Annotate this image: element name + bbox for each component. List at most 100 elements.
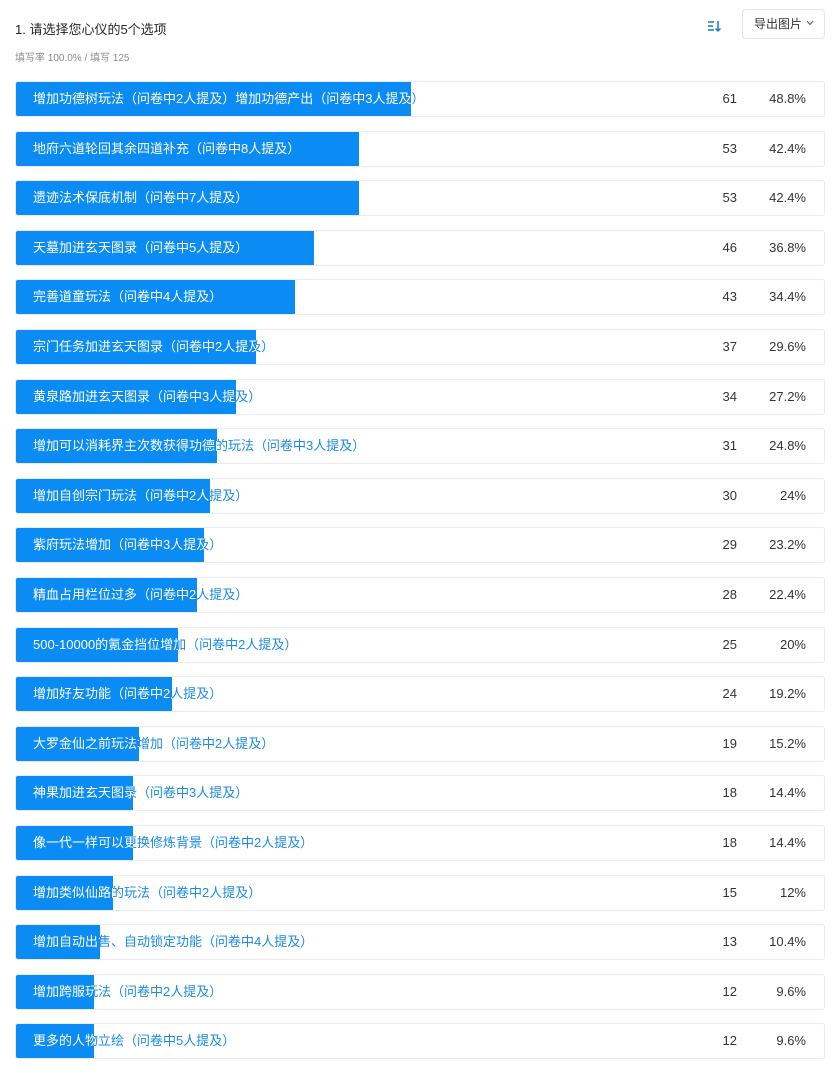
- option-percent: 42.4%: [769, 140, 806, 156]
- export-image-button[interactable]: 导出图片: [742, 9, 825, 39]
- option-count: 18: [722, 785, 737, 801]
- option-label: 增加自动出售、自动锁定功能（问卷中4人提及）: [33, 934, 314, 950]
- sort-icon[interactable]: [705, 16, 725, 36]
- option-label-inside-clip: 神果加进玄天图录（问卷中3人提及）: [16, 776, 133, 810]
- option-bar: [16, 726, 139, 761]
- option-label-inside: 增加功德树玩法（问卷中2人提及）增加功德产出（问卷中3人提及）: [33, 91, 411, 106]
- option-bar: [16, 627, 178, 662]
- option-label-wrap: 地府六道轮回其余四道补充（问卷中8人提及） 地府六道轮回其余四道补充（问卷中8人提…: [16, 132, 706, 166]
- option-label-wrap: 大罗金仙之前玩法增加（问卷中2人提及）大罗金仙之前玩法增加（问卷中2人提及）: [16, 727, 706, 761]
- option-label-inside: 精血占用栏位过多（问卷中2人提及）: [33, 586, 197, 602]
- option-label-inside: 宗门任务加进玄天图录（问卷中2人提及）: [33, 338, 256, 354]
- option-label-inside-clip: 增加自动出售、自动锁定功能（问卷中4人提及）: [16, 925, 100, 959]
- option-label-inside: 完善道童玩法（问卷中4人提及）: [33, 289, 223, 305]
- option-row: 地府六道轮回其余四道补充（问卷中8人提及） 地府六道轮回其余四道补充（问卷中8人提…: [15, 130, 825, 167]
- option-bar: [16, 379, 236, 414]
- option-label-wrap: 增加类似仙路的玩法（问卷中2人提及）增加类似仙路的玩法（问卷中2人提及）: [16, 876, 706, 910]
- option-label-inside-clip: 增加好友功能（问卷中2人提及）: [16, 677, 172, 711]
- option-label-inside: 紫府玩法增加（问卷中3人提及）: [33, 537, 204, 553]
- chevron-down-icon: [806, 20, 814, 26]
- option-percent: 9.6%: [776, 983, 806, 999]
- option-bar: [16, 974, 94, 1009]
- option-percent: 23.2%: [769, 537, 806, 553]
- option-count: 25: [722, 636, 737, 652]
- option-count: 19: [722, 735, 737, 751]
- option-bar: [16, 478, 210, 513]
- option-percent: 42.4%: [769, 190, 806, 206]
- option-percent: 24%: [779, 487, 806, 503]
- option-label-inside-clip: 完善道童玩法（问卷中4人提及）: [16, 280, 295, 314]
- option-label: 增加跨服玩法（问卷中2人提及）: [33, 983, 223, 999]
- option-label-inside-clip: 地府六道轮回其余四道补充（问卷中8人提及）: [16, 132, 359, 166]
- option-count: 28: [722, 586, 737, 602]
- option-row: 500-10000的氪金挡位增加（问卷中2人提及） 500-10000的氪金挡位增…: [15, 626, 825, 663]
- option-label: 地府六道轮回其余四道补充（问卷中8人提及）: [33, 140, 301, 156]
- option-count: 34: [722, 388, 737, 404]
- option-percent: 27.2%: [769, 388, 806, 404]
- option-row: 精血占用栏位过多（问卷中2人提及）精血占用栏位过多（问卷中2人提及） 28 22.4…: [15, 576, 825, 613]
- option-count: 24: [722, 686, 737, 702]
- fill-rate-meta: 填写率 100.0% / 填写 125: [15, 53, 130, 64]
- option-percent: 48.8%: [769, 91, 806, 106]
- option-bar: [16, 230, 314, 265]
- option-count: 12: [722, 983, 737, 999]
- option-percent: 15.2%: [769, 735, 806, 751]
- option-row: 遗迹法术保底机制（问卷中7人提及） 遗迹法术保底机制（问卷中7人提及） 53 42.4…: [15, 180, 825, 217]
- option-label-inside-clip: 天墓加进玄天图录（问卷中5人提及）: [16, 231, 314, 265]
- option-count: 12: [722, 1033, 737, 1049]
- option-label-inside-clip: 增加类似仙路的玩法（问卷中2人提及）: [16, 876, 113, 910]
- option-count: 29: [722, 537, 737, 553]
- option-label-wrap: 宗门任务加进玄天图录（问卷中2人提及） 宗门任务加进玄天图录（问卷中2人提及）: [16, 330, 706, 364]
- option-count: 53: [722, 140, 737, 156]
- option-row: 增加自动出售、自动锁定功能（问卷中4人提及）增加自动出售、自动锁定功能（问卷中4…: [15, 924, 825, 961]
- option-label-wrap: 神果加进玄天图录（问卷中3人提及）神果加进玄天图录（问卷中3人提及）: [16, 776, 706, 810]
- option-label-wrap: 增加自创宗门玩法（问卷中2人提及）增加自创宗门玩法（问卷中2人提及）: [16, 479, 706, 513]
- option-percent: 14.4%: [769, 785, 806, 801]
- option-label-inside-clip: 宗门任务加进玄天图录（问卷中2人提及）: [16, 330, 256, 364]
- option-row: 增加跨服玩法（问卷中2人提及）增加跨服玩法（问卷中2人提及） 12 9.6%: [15, 973, 825, 1010]
- option-label: 增加功德树玩法（问卷中2人提及）增加功德产出（问卷中3人提及）: [33, 91, 425, 106]
- option-label-inside-clip: 增加跨服玩法（问卷中2人提及）: [16, 975, 94, 1009]
- option-label: 精血占用栏位过多（问卷中2人提及）: [33, 586, 249, 602]
- option-label-inside-clip: 增加自创宗门玩法（问卷中2人提及）: [16, 479, 210, 513]
- option-label-inside: 像一代一样可以更换修炼背景（问卷中2人提及）: [33, 834, 133, 850]
- option-count: 37: [722, 338, 737, 354]
- option-row: 大罗金仙之前玩法增加（问卷中2人提及）大罗金仙之前玩法增加（问卷中2人提及） 19…: [15, 725, 825, 762]
- option-label-inside-clip: 大罗金仙之前玩法增加（问卷中2人提及）: [16, 727, 139, 761]
- option-label-inside: 增加好友功能（问卷中2人提及）: [33, 686, 172, 702]
- option-count: 31: [722, 438, 737, 454]
- option-count: 18: [722, 834, 737, 850]
- option-bar-chart: 增加功德树玩法（问卷中2人提及）增加功德产出（问卷中3人提及） 增加功德树玩法（问…: [15, 81, 825, 1073]
- option-label-inside-clip: 更多的人物立绘（问卷中5人提及）: [16, 1024, 94, 1058]
- option-percent: 19.2%: [769, 686, 806, 702]
- option-label: 黄泉路加进玄天图录（问卷中3人提及）: [33, 388, 262, 404]
- option-percent: 29.6%: [769, 338, 806, 354]
- option-label-inside-clip: 增加功德树玩法（问卷中2人提及）增加功德产出（问卷中3人提及）: [16, 82, 411, 116]
- option-bar: [16, 528, 204, 563]
- option-bar: [16, 577, 197, 612]
- option-label-wrap: 更多的人物立绘（问卷中5人提及）更多的人物立绘（问卷中5人提及）: [16, 1024, 706, 1058]
- option-label-inside: 天墓加进玄天图录（问卷中5人提及）: [33, 239, 249, 255]
- option-label-wrap: 增加可以消耗界主次数获得功德的玩法（问卷中3人提及） 增加可以消耗界主次数获得功德…: [16, 429, 706, 463]
- option-count: 15: [722, 884, 737, 900]
- option-label-inside-clip: 像一代一样可以更换修炼背景（问卷中2人提及）: [16, 826, 133, 860]
- question-title: 1. 请选择您心仪的5个选项: [15, 22, 167, 37]
- option-label: 增加好友功能（问卷中2人提及）: [33, 686, 223, 702]
- option-row: 增加类似仙路的玩法（问卷中2人提及）增加类似仙路的玩法（问卷中2人提及） 15 12…: [15, 874, 825, 911]
- option-label: 紫府玩法增加（问卷中3人提及）: [33, 537, 223, 553]
- option-label: 神果加进玄天图录（问卷中3人提及）: [33, 785, 249, 801]
- option-percent: 9.6%: [776, 1033, 806, 1049]
- option-label-wrap: 紫府玩法增加（问卷中3人提及） 紫府玩法增加（问卷中3人提及）: [16, 528, 706, 562]
- option-label: 增加可以消耗界主次数获得功德的玩法（问卷中3人提及）: [33, 438, 366, 454]
- option-label-inside-clip: 精血占用栏位过多（问卷中2人提及）: [16, 578, 197, 612]
- option-label: 增加类似仙路的玩法（问卷中2人提及）: [33, 884, 262, 900]
- option-label-inside: 神果加进玄天图录（问卷中3人提及）: [33, 785, 133, 801]
- option-count: 46: [722, 239, 737, 255]
- option-count: 61: [722, 91, 737, 106]
- option-bar: [16, 181, 359, 216]
- option-label-wrap: 遗迹法术保底机制（问卷中7人提及） 遗迹法术保底机制（问卷中7人提及）: [16, 181, 706, 215]
- option-label-wrap: 增加跨服玩法（问卷中2人提及）增加跨服玩法（问卷中2人提及）: [16, 975, 706, 1009]
- option-row: 紫府玩法增加（问卷中3人提及） 紫府玩法增加（问卷中3人提及） 29 23.2%: [15, 527, 825, 564]
- option-label: 宗门任务加进玄天图录（问卷中2人提及）: [33, 338, 275, 354]
- option-label-inside: 黄泉路加进玄天图录（问卷中3人提及）: [33, 388, 236, 404]
